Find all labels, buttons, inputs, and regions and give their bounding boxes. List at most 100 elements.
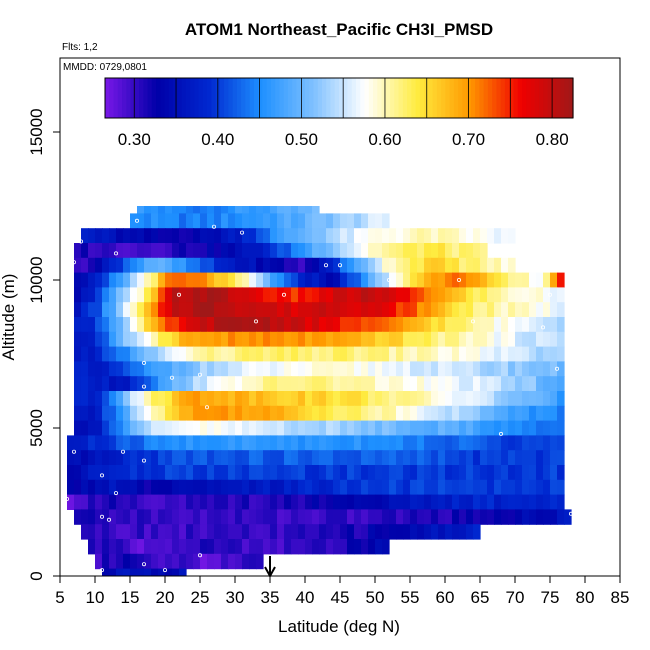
x-tick-label: 75 bbox=[541, 588, 560, 607]
heatmap-cell bbox=[172, 213, 180, 229]
colorbar-swatch bbox=[394, 78, 400, 118]
heatmap-cell bbox=[389, 302, 397, 318]
heatmap-cell bbox=[186, 346, 194, 362]
heatmap-cell bbox=[130, 524, 138, 540]
heatmap-cell bbox=[81, 346, 89, 362]
heatmap-cell bbox=[375, 405, 383, 422]
heatmap-cell bbox=[480, 361, 488, 377]
heatmap-cell bbox=[347, 243, 355, 259]
heatmap-cell bbox=[291, 361, 299, 377]
heatmap-cell bbox=[536, 450, 544, 466]
heatmap-cell bbox=[81, 376, 89, 392]
heatmap-cell bbox=[522, 435, 530, 451]
heatmap-cell bbox=[312, 539, 320, 555]
heatmap-cell bbox=[284, 376, 292, 392]
heatmap-cell bbox=[438, 257, 446, 274]
colorbar-swatch bbox=[122, 78, 127, 118]
heatmap-cell bbox=[487, 228, 495, 244]
heatmap-cell bbox=[487, 391, 495, 407]
heatmap-cell bbox=[116, 465, 124, 481]
heatmap-cell bbox=[165, 213, 173, 229]
heatmap-cell bbox=[291, 317, 299, 333]
heatmap-cell bbox=[200, 420, 208, 436]
x-tick-label: 25 bbox=[191, 588, 210, 607]
heatmap-cell bbox=[368, 494, 376, 510]
heatmap-cell bbox=[501, 420, 509, 436]
heatmap-cell bbox=[179, 450, 187, 466]
heatmap-cell bbox=[186, 206, 194, 214]
heatmap-cell bbox=[95, 272, 103, 288]
heatmap-cell bbox=[410, 494, 418, 510]
heatmap-cell bbox=[312, 243, 320, 259]
sample-point bbox=[141, 360, 146, 365]
heatmap-cell bbox=[102, 405, 110, 422]
heatmap-cell bbox=[480, 302, 488, 318]
heatmap-cell bbox=[137, 243, 145, 259]
heatmap-cell bbox=[74, 479, 82, 496]
heatmap-cell bbox=[312, 376, 320, 392]
heatmap-cell bbox=[508, 391, 516, 407]
heatmap-cell bbox=[88, 376, 96, 392]
heatmap-cell bbox=[403, 376, 411, 392]
heatmap-cell bbox=[333, 539, 341, 555]
heatmap-cell bbox=[361, 257, 369, 274]
heatmap-cell bbox=[333, 509, 341, 525]
heatmap-cell bbox=[221, 206, 229, 214]
heatmap-cell bbox=[130, 272, 138, 288]
heatmap-cell bbox=[256, 465, 264, 481]
colorbar-swatch bbox=[326, 78, 332, 118]
heatmap-cell bbox=[263, 494, 271, 510]
heatmap-cell bbox=[221, 420, 229, 436]
heatmap-cell bbox=[459, 228, 467, 244]
heatmap-cell bbox=[291, 420, 299, 436]
colorbar-tick-label: 0.70 bbox=[452, 130, 485, 149]
heatmap-cell bbox=[172, 420, 180, 436]
heatmap-cell bbox=[95, 243, 103, 259]
heatmap-cell bbox=[431, 346, 439, 362]
heatmap-cell bbox=[88, 243, 96, 259]
heatmap-cell bbox=[95, 524, 103, 540]
colorbar-swatch bbox=[402, 78, 408, 118]
heatmap-cell bbox=[361, 302, 369, 318]
heatmap-cell bbox=[102, 420, 110, 436]
heatmap-cell bbox=[424, 479, 432, 496]
heatmap-cell bbox=[494, 331, 502, 348]
heatmap-cell bbox=[347, 435, 355, 451]
heatmap-cell bbox=[452, 391, 460, 407]
heatmap-cell bbox=[410, 346, 418, 362]
heatmap-cell bbox=[466, 405, 474, 422]
heatmap-cell bbox=[291, 302, 299, 318]
heatmap-cell bbox=[368, 524, 376, 540]
heatmap-cell bbox=[137, 317, 145, 333]
colorbar-swatch bbox=[177, 78, 183, 118]
heatmap-cell bbox=[151, 524, 159, 540]
heatmap-cell bbox=[270, 331, 278, 348]
heatmap-cell bbox=[144, 228, 152, 244]
heatmap-cell bbox=[487, 450, 495, 466]
heatmap-cell bbox=[88, 272, 96, 288]
heatmap-cell bbox=[207, 465, 215, 481]
colorbar-swatch bbox=[304, 78, 310, 118]
heatmap-cell bbox=[151, 376, 159, 392]
heatmap-cell bbox=[221, 361, 229, 377]
heatmap-cell bbox=[487, 405, 495, 422]
heatmap-cell bbox=[452, 435, 460, 451]
heatmap-cell bbox=[270, 361, 278, 377]
heatmap-cell bbox=[228, 361, 236, 377]
heatmap-cell bbox=[137, 346, 145, 362]
heatmap-cell bbox=[200, 228, 208, 244]
heatmap-cell bbox=[284, 539, 292, 555]
sample-point bbox=[386, 277, 391, 282]
heatmap-cell bbox=[543, 391, 551, 407]
heatmap-cell bbox=[263, 391, 271, 407]
heatmap-cell bbox=[305, 346, 313, 362]
heatmap-cell bbox=[466, 450, 474, 466]
heatmap-cell bbox=[424, 524, 432, 540]
sample-point bbox=[281, 292, 286, 297]
heatmap-cell bbox=[529, 376, 537, 392]
heatmap-cell bbox=[270, 213, 278, 229]
heatmap-cell bbox=[501, 317, 509, 333]
heatmap-cell bbox=[319, 317, 327, 333]
heatmap-cell bbox=[249, 287, 257, 303]
heatmap-cell bbox=[431, 391, 439, 407]
